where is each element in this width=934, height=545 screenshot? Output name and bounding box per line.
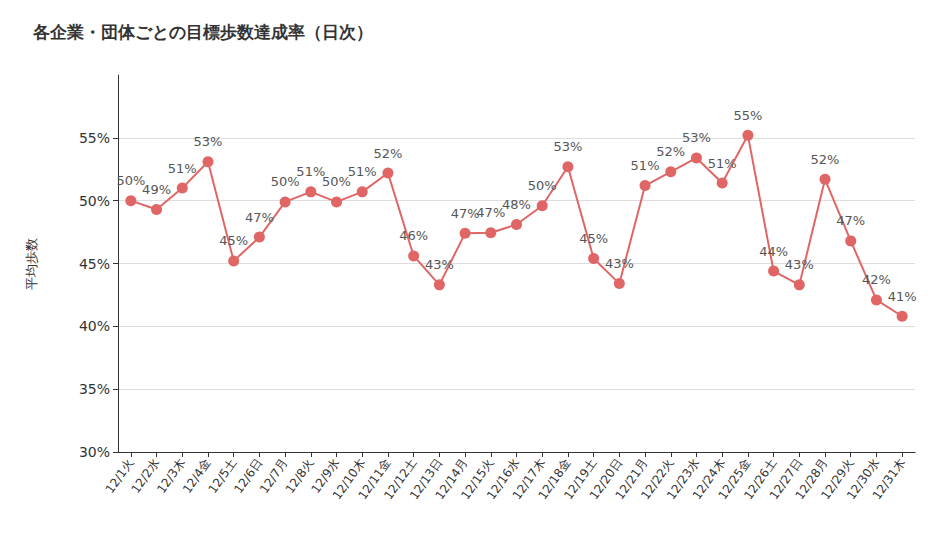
svg-text:42%: 42% [862,272,891,287]
svg-text:44%: 44% [759,244,788,259]
svg-text:12/27日: 12/27日 [766,456,805,503]
svg-text:51%: 51% [631,158,660,173]
svg-text:12/24木: 12/24木 [689,456,728,503]
svg-text:12/19土: 12/19土 [561,456,600,503]
svg-text:43%: 43% [785,257,814,272]
svg-text:55%: 55% [79,130,110,146]
svg-text:50%: 50% [79,193,110,209]
svg-text:46%: 46% [399,228,428,243]
svg-text:50%: 50% [528,178,557,193]
svg-text:51%: 51% [296,164,325,179]
svg-text:12/15火: 12/15火 [458,456,497,503]
svg-text:55%: 55% [733,108,762,123]
svg-text:12/7月: 12/7月 [257,456,291,496]
svg-text:12/1火: 12/1火 [102,456,137,496]
svg-text:48%: 48% [502,197,531,212]
svg-text:49%: 49% [142,182,171,197]
svg-text:12/9水: 12/9水 [308,456,343,496]
svg-text:43%: 43% [425,257,454,272]
svg-text:53%: 53% [682,130,711,145]
svg-text:12/26土: 12/26土 [741,456,780,503]
svg-text:12/28月: 12/28月 [792,456,831,503]
svg-text:各企業・団体ごとの目標歩数達成率（日次）: 各企業・団体ごとの目標歩数達成率（日次） [32,22,373,42]
svg-text:52%: 52% [656,144,685,159]
svg-text:35%: 35% [79,381,110,397]
svg-text:12/29火: 12/29火 [818,456,857,503]
svg-text:12/23水: 12/23水 [664,456,703,503]
svg-text:12/31木: 12/31木 [870,456,908,502]
svg-text:12/16水: 12/16水 [484,456,523,503]
svg-text:47%: 47% [476,205,505,220]
svg-text:12/21月: 12/21月 [612,456,651,503]
svg-text:12/13日: 12/13日 [406,456,446,503]
svg-text:12/5土: 12/5土 [205,456,240,496]
svg-text:45%: 45% [219,233,248,248]
svg-text:43%: 43% [605,256,634,271]
svg-text:47%: 47% [836,213,865,228]
svg-text:50%: 50% [271,174,300,189]
svg-text:45%: 45% [79,256,110,272]
svg-text:12/14月: 12/14月 [432,456,471,503]
svg-text:12/3木: 12/3木 [154,456,188,496]
svg-text:12/8火: 12/8火 [282,456,317,496]
svg-text:12/17木: 12/17木 [509,456,548,503]
svg-text:41%: 41% [888,289,917,304]
svg-text:51%: 51% [348,164,377,179]
svg-text:平均歩数: 平均歩数 [24,238,39,290]
svg-text:51%: 51% [708,156,737,171]
svg-text:12/11金: 12/11金 [355,456,394,503]
svg-text:40%: 40% [79,318,110,334]
svg-text:53%: 53% [553,139,582,154]
svg-text:12/20日: 12/20日 [586,456,626,503]
svg-text:12/6日: 12/6日 [231,456,266,496]
svg-text:12/4金: 12/4金 [179,456,214,496]
svg-text:12/18金: 12/18金 [535,456,574,503]
svg-text:50%: 50% [116,173,145,188]
svg-text:47%: 47% [245,210,274,225]
svg-text:52%: 52% [811,152,840,167]
svg-text:12/12土: 12/12土 [381,456,420,503]
svg-text:51%: 51% [168,161,197,176]
svg-text:30%: 30% [79,444,110,460]
svg-text:50%: 50% [322,174,351,189]
svg-text:12/30水: 12/30水 [844,456,883,503]
svg-text:12/2水: 12/2水 [128,456,163,496]
svg-text:45%: 45% [579,231,608,246]
svg-text:47%: 47% [451,206,480,221]
svg-text:12/22火: 12/22火 [638,456,677,503]
svg-text:12/25金: 12/25金 [715,456,754,503]
svg-text:12/10木: 12/10木 [329,456,368,503]
svg-text:52%: 52% [373,146,402,161]
svg-text:53%: 53% [194,134,223,149]
